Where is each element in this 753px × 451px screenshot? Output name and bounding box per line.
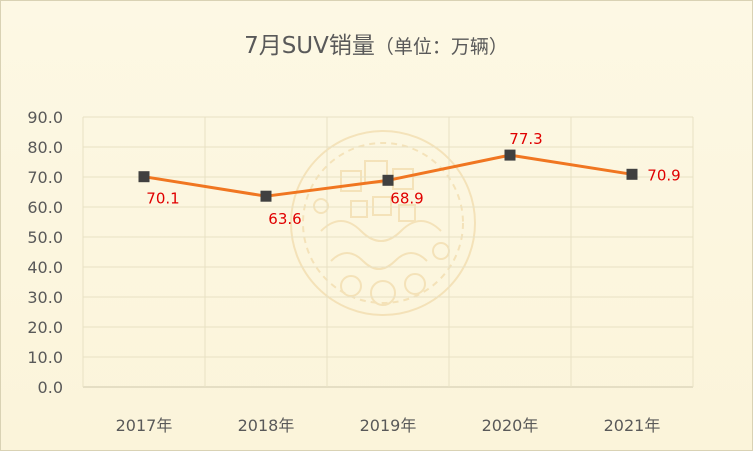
chart-title: 7月SUV销量（单位：万辆） [244,33,508,59]
x-tick-label: 2017年 [116,416,173,435]
y-tick-label: 30.0 [27,288,63,307]
y-axis-tick-labels: 0.0 10.0 20.0 30.0 40.0 50.0 60.0 70.0 80.0 90.0 [27,108,63,397]
data-point-marker [138,171,150,183]
data-point-marker [504,149,516,161]
x-axis-tick-labels: 2017年 2018年 2019年 2020年 2021年 [116,416,661,435]
data-label: 77.3 [509,130,542,148]
y-tick-label: 10.0 [27,348,63,367]
data-label: 68.9 [390,189,423,207]
ornamental-medallion-icon [290,130,476,316]
y-tick-label: 80.0 [27,138,63,157]
data-point-marker [260,190,272,202]
y-tick-label: 0.0 [38,378,63,397]
y-tick-label: 60.0 [27,198,63,217]
x-tick-label: 2021年 [604,416,661,435]
x-tick-label: 2020年 [482,416,539,435]
grid [82,116,694,388]
y-tick-label: 50.0 [27,228,63,247]
y-tick-label: 40.0 [27,258,63,277]
chart-title-unit: （单位：万辆） [375,36,508,58]
data-labels: 70.1 63.6 68.9 77.3 70.9 [146,130,680,228]
chart-title-main: 7月SUV销量 [244,33,375,59]
y-tick-label: 20.0 [27,318,63,337]
y-tick-label: 90.0 [27,108,63,127]
series [138,149,638,202]
data-label: 70.9 [647,166,680,184]
data-point-marker [382,174,394,186]
data-point-marker [626,168,638,180]
x-tick-label: 2019年 [360,416,417,435]
x-tick-label: 2018年 [238,416,295,435]
data-label: 70.1 [146,190,179,208]
y-tick-label: 70.0 [27,168,63,187]
data-label: 63.6 [268,210,301,228]
